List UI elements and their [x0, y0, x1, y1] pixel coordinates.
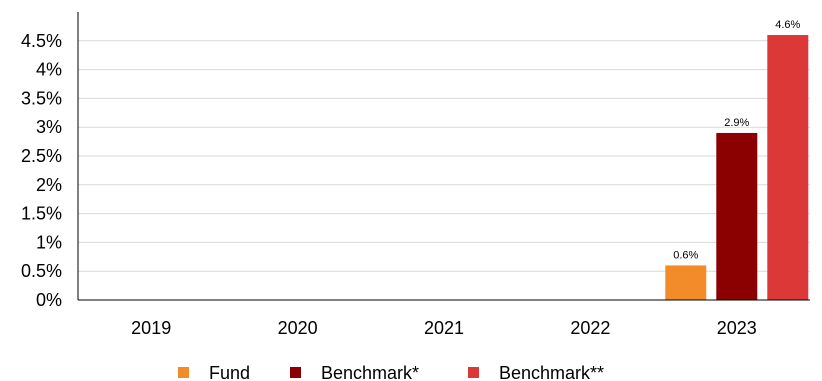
legend-label: Benchmark**: [499, 363, 604, 381]
x-axis-ticks: 2019 2020 2021 2022 2023: [131, 318, 757, 338]
y-tick-label: 0.5%: [21, 261, 62, 281]
x-tick-label: 2023: [717, 318, 757, 338]
legend-swatch: [290, 367, 301, 378]
y-tick-label: 2%: [36, 175, 62, 195]
bar: [767, 35, 809, 300]
legend-swatch: [178, 367, 189, 378]
y-tick-label: 3.5%: [21, 88, 62, 108]
y-tick-label: 1%: [36, 232, 62, 252]
y-tick-label: 2.5%: [21, 146, 62, 166]
legend-swatch: [468, 367, 479, 378]
y-tick-label: 1.5%: [21, 204, 62, 224]
x-tick-label: 2021: [424, 318, 464, 338]
x-tick-label: 2022: [570, 318, 610, 338]
y-tick-label: 0%: [36, 290, 62, 310]
legend: Fund Benchmark* Benchmark**: [178, 363, 604, 381]
y-tick-label: 3%: [36, 117, 62, 137]
y-axis-ticks: 0% 0.5% 1% 1.5% 2% 2.5% 3% 3.5% 4% 4.5%: [21, 31, 62, 310]
gridlines: [78, 40, 810, 272]
legend-label: Fund: [209, 363, 250, 381]
x-tick-label: 2020: [278, 318, 318, 338]
data-label: 0.6%: [673, 249, 698, 261]
y-tick-label: 4.5%: [21, 31, 62, 51]
bars: [665, 35, 809, 300]
bar: [716, 132, 758, 300]
legend-label: Benchmark*: [321, 363, 419, 381]
data-label: 2.9%: [724, 117, 749, 129]
x-tick-label: 2019: [131, 318, 171, 338]
data-labels: 0.6% 2.9% 4.6%: [673, 19, 800, 261]
bar: [665, 265, 707, 300]
y-tick-label: 4%: [36, 60, 62, 80]
data-label: 4.6%: [775, 19, 800, 31]
